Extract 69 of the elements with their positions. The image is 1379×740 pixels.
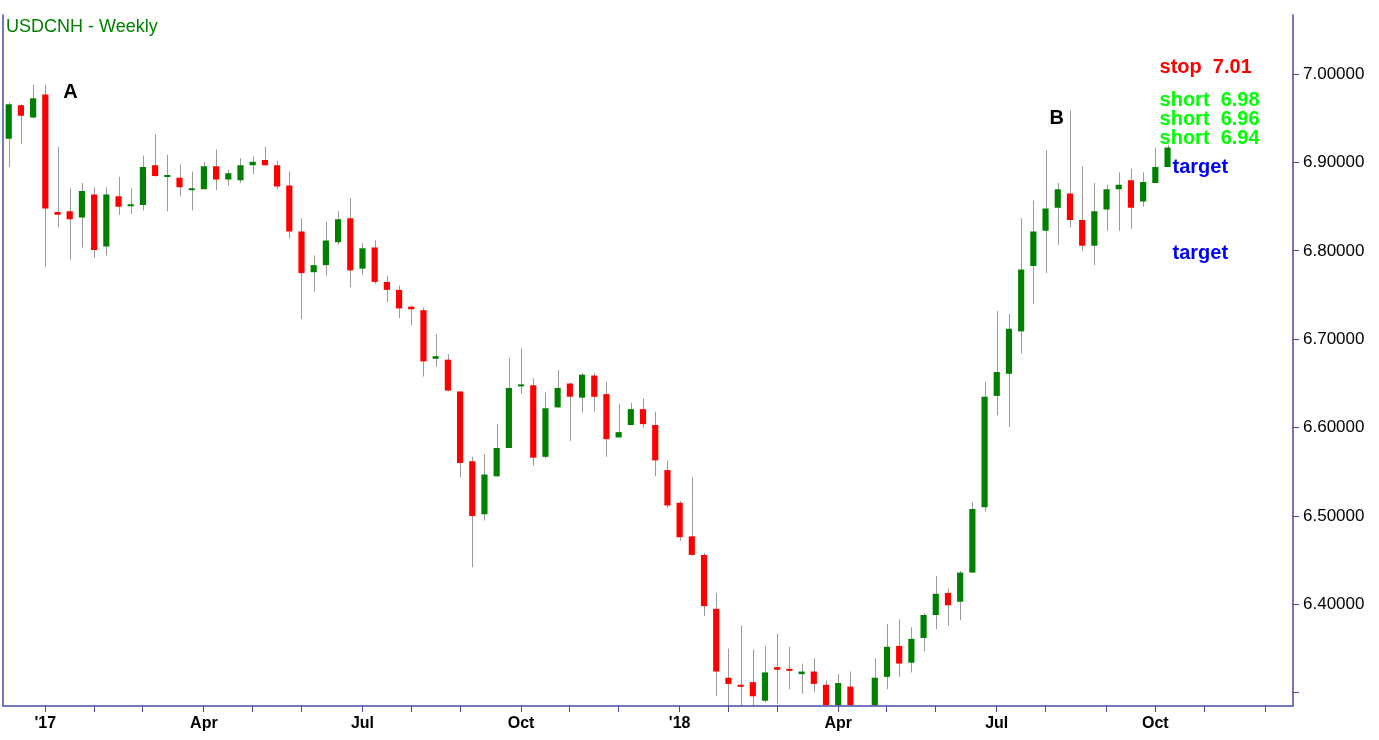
candlestick	[1103, 184, 1110, 232]
annotation: target	[1172, 240, 1229, 263]
candlestick	[66, 187, 73, 261]
candlestick	[335, 210, 342, 246]
x-tick-label: Apr	[824, 714, 852, 732]
y-tick-label: 6.90000	[1303, 152, 1365, 172]
candlestick	[115, 176, 122, 216]
candlestick	[1140, 171, 1147, 208]
candlestick	[164, 154, 171, 212]
candlestick	[432, 333, 439, 368]
candlestick	[932, 575, 939, 630]
candlestick	[688, 476, 695, 557]
candlestick	[152, 133, 159, 178]
y-tick-label: 6.80000	[1303, 240, 1365, 260]
y-tick-label: 6.40000	[1303, 594, 1365, 614]
y-tick-label: 6.50000	[1303, 505, 1365, 525]
candlestick	[774, 633, 781, 705]
y-tick-label: 7.00000	[1303, 63, 1365, 83]
candlestick	[1042, 149, 1049, 274]
candlestick	[591, 372, 598, 413]
candlestick	[517, 347, 525, 395]
candlestick	[578, 372, 586, 414]
candlestick	[835, 673, 842, 706]
x-tick-label: Oct	[1142, 714, 1170, 732]
annotation: A	[63, 80, 78, 103]
x-tick-label: '17	[34, 714, 57, 732]
candlestick	[786, 646, 793, 690]
candlestick	[896, 618, 903, 678]
candlestick	[383, 275, 390, 303]
candlestick	[359, 242, 366, 276]
candlestick	[737, 625, 744, 706]
x-tick-label: Jul	[985, 714, 1009, 732]
candlestick	[176, 163, 183, 197]
annotation: stop 7.01	[1159, 54, 1252, 77]
candlestick	[615, 403, 622, 438]
candlestick	[17, 103, 25, 145]
candlestick	[908, 626, 915, 673]
candlestick	[725, 648, 732, 706]
candlestick	[127, 187, 134, 215]
x-tick-label: Oct	[507, 714, 536, 732]
chart-title: USDCNH - Weekly	[6, 16, 158, 37]
candlestick	[639, 398, 647, 429]
candlestick	[1054, 182, 1061, 246]
candlestick	[30, 84, 37, 119]
candlestick	[822, 679, 830, 706]
annotation: target	[1172, 154, 1229, 177]
candlestick	[213, 148, 220, 191]
y-tick-label: 6.70000	[1303, 329, 1365, 349]
x-tick-label: Apr	[190, 714, 218, 732]
candlestick	[920, 612, 927, 652]
y-tick-label: 6.60000	[1303, 417, 1365, 437]
candlestick	[566, 382, 573, 442]
candlestick	[810, 657, 817, 693]
candlestick	[944, 587, 952, 627]
candlestick	[188, 170, 195, 211]
candlestick	[274, 160, 281, 190]
annotation: B	[1049, 106, 1064, 129]
candlestick	[395, 284, 403, 319]
candlestick	[200, 161, 207, 190]
x-tick-label: '18	[668, 714, 691, 732]
candlestick	[1152, 147, 1159, 184]
candlestick	[847, 671, 854, 706]
candlestick	[310, 254, 317, 293]
candlestick	[993, 310, 1000, 416]
x-tick-label: Jul	[350, 714, 375, 732]
candlestick	[554, 369, 561, 409]
candlestick	[54, 146, 61, 228]
candlestick	[237, 157, 244, 184]
candlestick	[749, 648, 756, 706]
